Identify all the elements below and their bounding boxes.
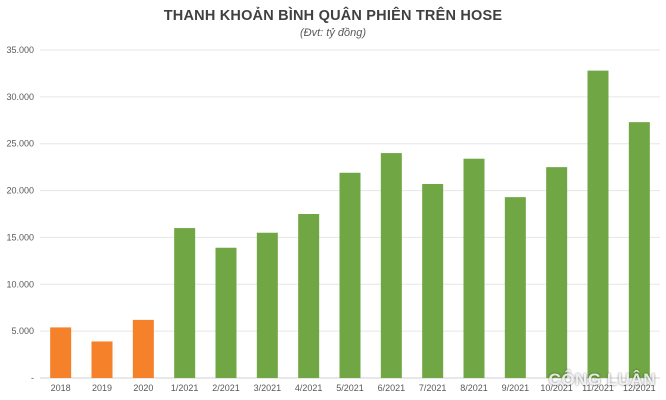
y-tick-label: 30.000 [6, 92, 34, 102]
y-tick-label: 10.000 [6, 279, 34, 289]
x-tick-label: 2020 [133, 383, 153, 393]
chart-title: THANH KHOẢN BÌNH QUÂN PHIÊN TRÊN HOSE [163, 8, 503, 24]
bar [50, 327, 72, 378]
x-tick-label: 2/2021 [212, 383, 240, 393]
bar [587, 70, 609, 379]
y-tick-label: 5.000 [11, 326, 34, 336]
bar [215, 247, 237, 378]
y-tick-label: 35.000 [6, 45, 34, 55]
x-tick-label: 6/2021 [378, 383, 406, 393]
y-tick-label: - [31, 373, 34, 383]
x-tick-label: 2019 [92, 383, 112, 393]
bar [628, 122, 650, 378]
x-tick-label: 10/2021 [540, 383, 573, 393]
x-tick-label: 4/2021 [295, 383, 323, 393]
x-tick-label: 12/2021 [623, 383, 656, 393]
bar [504, 197, 526, 378]
bar [422, 184, 444, 378]
bar [339, 172, 361, 378]
chart-subtitle: (Đvt: tỷ đồng) [299, 27, 367, 39]
bar [256, 232, 278, 378]
bar [298, 214, 320, 378]
bar [463, 158, 485, 378]
x-tick-label: 3/2021 [254, 383, 282, 393]
x-tick-label: 2018 [51, 383, 71, 393]
x-tick-label: 7/2021 [419, 383, 447, 393]
bar [546, 167, 568, 378]
x-tick-label: 5/2021 [336, 383, 364, 393]
bar [91, 341, 113, 378]
x-tick-label: 8/2021 [460, 383, 488, 393]
watermark-logo: CÔNG LUẬN [548, 370, 656, 389]
bar [380, 153, 402, 378]
y-tick-label: 25.000 [6, 139, 34, 149]
x-tick-label: 9/2021 [502, 383, 530, 393]
y-tick-label: 15.000 [6, 232, 34, 242]
bar [174, 228, 196, 378]
x-tick-label: 11/2021 [582, 383, 614, 393]
bar [132, 319, 154, 378]
y-tick-label: 20.000 [6, 186, 34, 196]
x-tick-label: 1/2021 [171, 383, 199, 393]
